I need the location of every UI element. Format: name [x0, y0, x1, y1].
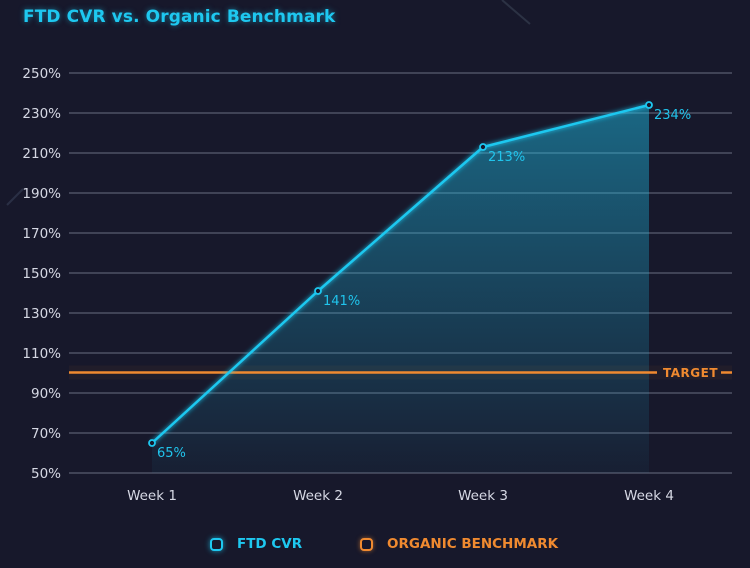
data-point — [314, 287, 322, 295]
chart-legend: FTD CVR ORGANIC BENCHMARK — [0, 536, 750, 556]
legend-swatch-ftd-cvr — [210, 537, 223, 551]
y-tick-label: 130% — [22, 306, 61, 322]
legend-label-organic-benchmark: ORGANIC BENCHMARK — [387, 536, 559, 552]
y-tick-label: 70% — [31, 426, 61, 442]
target-label: TARGET — [663, 366, 718, 380]
data-point — [148, 439, 156, 447]
y-tick-label: 250% — [22, 66, 61, 82]
legend-swatch-organic-benchmark — [360, 537, 373, 551]
y-tick-label: 110% — [22, 346, 61, 362]
y-tick-label: 230% — [22, 106, 61, 122]
series-area-ftd-cvr — [152, 105, 649, 473]
x-tick-label: Week 3 — [458, 488, 508, 504]
data-point — [645, 101, 653, 109]
y-tick-label: 170% — [22, 226, 61, 242]
y-tick-label: 50% — [31, 466, 61, 482]
y-tick-label: 90% — [31, 386, 61, 402]
series-line-ftd-cvr — [151, 103, 650, 444]
x-tick-label: Week 2 — [293, 488, 343, 504]
y-tick-label: 210% — [22, 146, 61, 162]
data-point — [479, 143, 487, 151]
chart-title: FTD CVR vs. Organic Benchmark — [23, 7, 336, 27]
y-tick-label: 190% — [22, 186, 61, 202]
legend-label-ftd-cvr: FTD CVR — [237, 536, 303, 552]
x-tick-label: Week 4 — [624, 488, 674, 504]
y-tick-label: 150% — [22, 266, 61, 282]
data-label: 141% — [323, 294, 360, 309]
x-tick-label: Week 1 — [127, 488, 177, 504]
legend-item-ftd-cvr[interactable]: FTD CVR — [210, 536, 302, 552]
data-label: 65% — [157, 446, 186, 461]
legend-item-organic-benchmark[interactable]: ORGANIC BENCHMARK — [360, 536, 558, 552]
data-label: 234% — [654, 108, 691, 123]
decorative-streak — [501, 0, 531, 25]
data-label: 213% — [488, 150, 525, 165]
decorative-streak — [6, 188, 24, 206]
